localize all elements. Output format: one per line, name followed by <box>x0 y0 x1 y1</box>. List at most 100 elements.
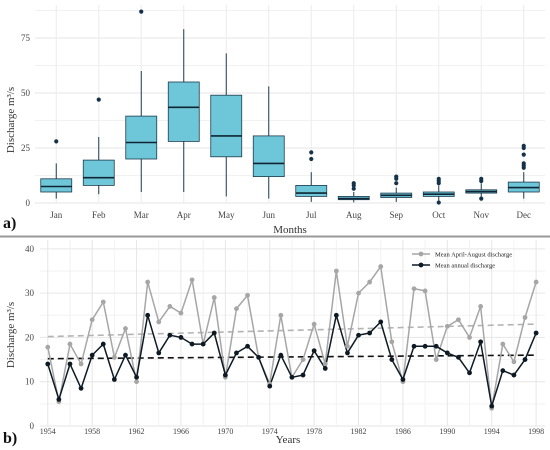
annual-data-point <box>245 343 250 349</box>
timeseries-x-tick-label: 1974 <box>262 427 278 436</box>
boxplot-x-tick-label: Jul <box>306 210 317 220</box>
boxplot-y-tick-label: 0 <box>26 198 31 208</box>
boxplot-y-tick-labels: 0 25 50 75 <box>21 33 31 208</box>
timeseries-x-tick-label: 1962 <box>129 427 145 436</box>
april-august-data-point <box>422 288 428 294</box>
legend-swatch-point <box>418 262 424 268</box>
april-august-data-point <box>533 279 539 285</box>
april-august-data-point <box>511 359 517 365</box>
legend-label: Mean April-August discharge <box>435 252 512 259</box>
annual-data-point <box>111 377 117 382</box>
april-august-data-point <box>78 361 84 367</box>
boxplot-boxes <box>40 9 540 205</box>
timeseries-legend: Mean April-August discharge Mean annual d… <box>412 252 512 270</box>
annual-data-point <box>533 330 539 336</box>
annual-data-point <box>67 361 73 367</box>
box-iqr <box>125 115 158 160</box>
annual-data-point <box>178 335 184 340</box>
annual-data-point <box>200 341 206 347</box>
april-august-data-point <box>444 323 450 329</box>
april-august-data-point <box>378 264 384 269</box>
box-iqr <box>252 135 285 177</box>
april-august-data-point <box>145 279 151 285</box>
april-august-data-point <box>478 304 484 309</box>
annual-data-point <box>300 372 306 378</box>
boxplot-x-tick-label: Jun <box>262 210 275 220</box>
boxplot-panel: 0 25 50 75 Jan Feb Mar Apr May Jun Jul Aug Sep Oct No… <box>3 5 545 236</box>
boxplot-x-axis-label: Months <box>273 224 307 236</box>
annual-data-point <box>467 370 472 376</box>
annual-data-point <box>256 354 262 360</box>
annual-trendline <box>47 354 537 360</box>
timeseries-y-axis-label: Discharge m³/s <box>5 302 17 368</box>
timeseries-points <box>45 264 539 411</box>
boxplot-y-axis-label: Discharge m³/s <box>5 87 17 153</box>
april-august-data-point <box>100 299 106 305</box>
box-outlier-point <box>521 143 526 148</box>
box-outlier-point <box>436 200 441 205</box>
timeseries-x-tick-label: 1958 <box>84 427 100 436</box>
box-outlier-point <box>521 161 526 166</box>
timeseries-panel-label: b) <box>3 430 17 447</box>
box-iqr <box>82 159 115 186</box>
box-outlier-point <box>351 186 356 191</box>
box-outlier-point <box>394 181 399 186</box>
boxplot-x-tick-label: Aug <box>346 210 362 220</box>
timeseries-x-tick-label: 1998 <box>528 427 544 436</box>
boxplot-x-tick-labels: Jan Feb Mar Apr May Jun Jul Aug Sep Oct Nov Dec <box>50 210 531 220</box>
boxplot-y-tick-label: 50 <box>21 88 31 98</box>
timeseries-x-tick-label: 1994 <box>484 427 500 436</box>
box-iqr <box>210 94 243 158</box>
april-august-data-point <box>67 341 73 347</box>
april-august-data-point <box>322 361 328 367</box>
box-outlier-point <box>351 181 356 186</box>
annual-data-point <box>100 341 106 347</box>
box-outlier-point <box>309 156 314 162</box>
annual-data-point <box>189 341 195 347</box>
april-august-data-point <box>345 343 350 349</box>
annual-data-point <box>367 330 373 336</box>
annual-data-point <box>56 397 62 402</box>
timeseries-x-tick-label: 1982 <box>351 427 367 436</box>
april-august-data-point <box>456 317 461 323</box>
april-august-data-point <box>178 310 184 316</box>
april-august-trendline <box>47 323 537 338</box>
box-outlier-point <box>54 139 59 144</box>
annual-data-point <box>378 319 384 325</box>
annual-data-point <box>389 357 395 362</box>
timeseries-x-tick-label: 1954 <box>40 427 56 436</box>
annual-data-point <box>145 312 151 318</box>
boxplot-x-tick-label: Feb <box>92 210 106 220</box>
box-outlier-point <box>479 176 484 181</box>
annual-data-point <box>522 357 528 362</box>
april-august-data-point <box>89 317 95 323</box>
april-august-data-point <box>367 279 373 285</box>
april-august-data-point <box>411 286 417 292</box>
timeseries-y-tick-label: 40 <box>25 244 35 254</box>
timeseries-x-tick-label: 1970 <box>217 427 233 436</box>
boxplot-x-tick-label: Mar <box>134 210 149 220</box>
april-august-data-point <box>522 315 528 320</box>
annual-data-point <box>433 343 439 349</box>
annual-data-point <box>500 368 506 374</box>
box-outlier-point <box>394 174 399 179</box>
annual-data-point <box>156 350 162 356</box>
april-august-data-point <box>356 290 361 296</box>
timeseries-y-tick-label: 30 <box>25 288 35 298</box>
box-outlier-point <box>436 176 441 181</box>
annual-data-point <box>167 332 173 338</box>
timeseries-y-tick-label: 0 <box>30 421 35 431</box>
boxplot-x-tick-label: Sep <box>390 210 404 220</box>
april-august-data-point <box>311 321 317 327</box>
annual-data-point <box>289 374 295 380</box>
april-august-data-point <box>500 341 506 347</box>
timeseries-x-tick-label: 1966 <box>173 427 189 436</box>
timeseries-x-tick-labels: 1954 1958 1962 1966 1970 1974 1978 1982 1986 1990… <box>40 427 544 436</box>
annual-data-point <box>345 350 350 356</box>
april-august-data-point <box>234 306 239 312</box>
annual-data-point <box>311 348 317 354</box>
box-outlier-point <box>96 97 101 102</box>
april-august-data-point <box>134 379 139 385</box>
boxplot-y-tick-label: 25 <box>21 143 31 153</box>
